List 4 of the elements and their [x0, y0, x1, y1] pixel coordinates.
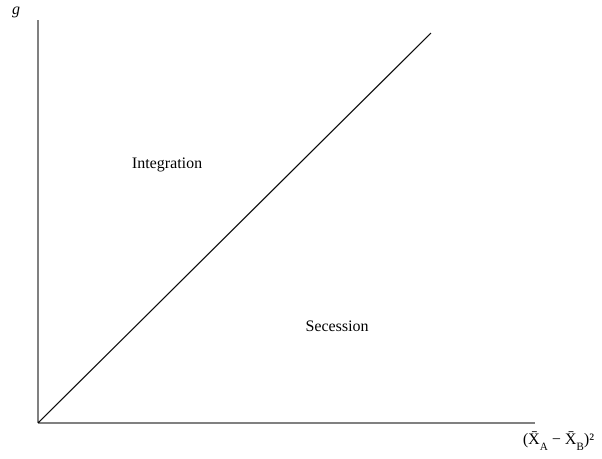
x-axis-title: (X̄$_{A}$ − X̄$_{B}$)²: [522, 431, 594, 453]
y-axis-title: g: [12, 1, 20, 18]
annotation: Integration: [132, 155, 202, 172]
annotation: Secession: [305, 318, 369, 335]
